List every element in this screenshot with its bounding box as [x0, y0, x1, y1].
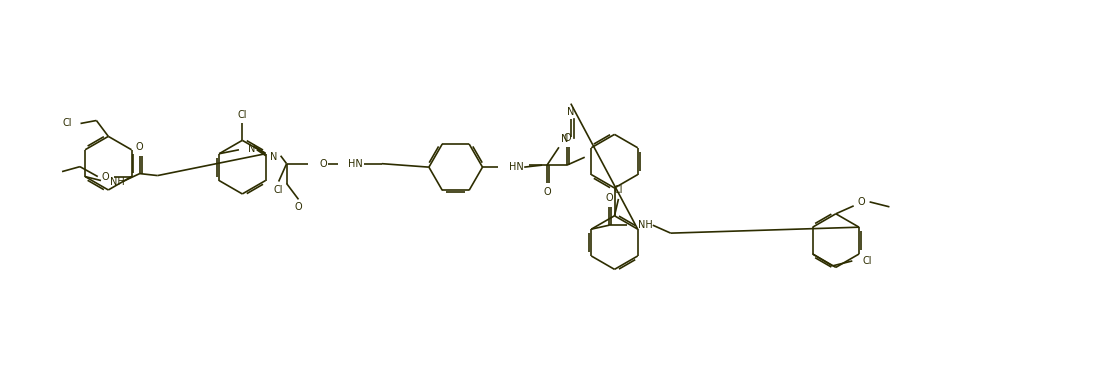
Text: O: O — [606, 193, 613, 203]
Text: HN: HN — [509, 162, 524, 172]
Text: HN: HN — [348, 159, 363, 169]
Text: O: O — [295, 202, 303, 212]
Text: N: N — [270, 152, 278, 162]
Text: O: O — [136, 142, 144, 152]
Text: O: O — [563, 133, 570, 143]
Text: O: O — [319, 159, 327, 169]
Text: N: N — [567, 106, 575, 116]
Text: N: N — [562, 134, 568, 144]
Text: Cl: Cl — [63, 118, 71, 128]
Text: Cl: Cl — [238, 109, 247, 119]
Text: N: N — [248, 144, 256, 154]
Text: O: O — [858, 197, 866, 207]
Text: NH: NH — [110, 177, 125, 187]
Text: O: O — [543, 187, 551, 197]
Text: O: O — [102, 171, 110, 181]
Text: Cl: Cl — [862, 256, 872, 266]
Text: NH: NH — [638, 220, 653, 230]
Text: Cl: Cl — [274, 186, 283, 196]
Text: Cl: Cl — [613, 185, 623, 195]
